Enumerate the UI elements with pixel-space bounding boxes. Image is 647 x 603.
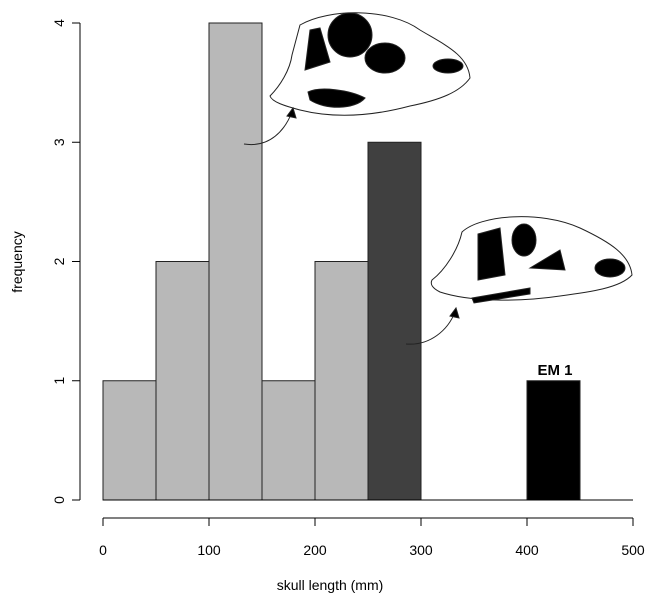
bar <box>368 142 421 500</box>
skull-illustration <box>244 13 632 344</box>
y-tick-label: 4 <box>51 19 67 27</box>
y-tick-label: 3 <box>51 138 67 146</box>
x-tick-label: 500 <box>621 542 645 558</box>
chart: skull length (mm) frequency EM 1 0 1 2 3 4 0 1… <box>0 0 647 598</box>
y-tick-label: 1 <box>51 377 67 385</box>
x-axis-label: skull length (mm) <box>277 577 384 593</box>
bar <box>527 381 580 500</box>
bar <box>209 23 262 500</box>
x-tick-label: 400 <box>515 542 539 558</box>
x-tick-label: 200 <box>303 542 327 558</box>
annotation: EM 1 <box>537 362 572 379</box>
bar <box>315 262 368 501</box>
bar <box>103 381 156 500</box>
x-tick-label: 100 <box>197 542 221 558</box>
y-tick-label: 2 <box>51 257 67 265</box>
bar <box>156 262 209 501</box>
y-axis-label: frequency <box>9 231 25 292</box>
bar <box>262 381 315 500</box>
x-tick-label: 0 <box>99 542 107 558</box>
x-tick-label: 300 <box>409 542 433 558</box>
y-tick-label: 0 <box>51 496 67 504</box>
